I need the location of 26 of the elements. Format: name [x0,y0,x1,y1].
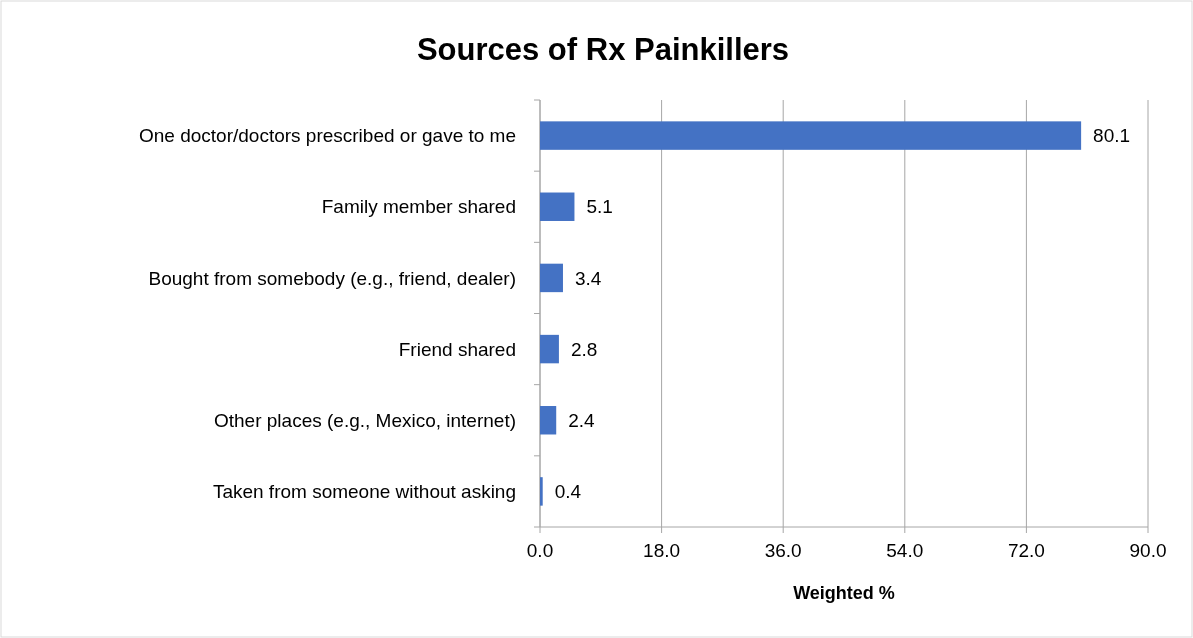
data-label: 80.1 [1093,125,1131,147]
bar [540,121,1082,150]
x-axis-title: Weighted % [793,583,895,603]
y-tick-label: One doctor/doctors prescribed or gave to me [138,125,516,147]
data-label: 3.4 [574,267,602,289]
bar [540,192,575,221]
data-label: 2.8 [570,338,598,360]
x-tick-label: 54.0 [886,540,924,561]
bar [540,334,559,364]
bar [540,263,563,293]
data-label: 0.4 [554,481,582,503]
x-tick-label: 36.0 [764,540,802,561]
bar [540,406,557,435]
y-tick-label: Taken from someone without asking [212,481,516,503]
data-label: 2.4 [568,409,596,431]
chart-title: Sources of Rx Painkillers [416,32,790,67]
y-tick-label: Bought from somebody (e.g., friend, dealer) [148,267,516,289]
y-tick-label: Family member shared [321,196,516,218]
x-tick-label: 72.0 [1007,540,1045,561]
y-tick-label: Friend shared [398,338,516,360]
bar [540,477,543,506]
x-tick-label: 18.0 [643,540,681,561]
y-tick-label: Other places (e.g., Mexico, internet) [213,409,516,431]
x-tick-label: 90.0 [1129,540,1167,561]
x-tick-label: 0.0 [526,540,554,561]
data-label: 5.1 [586,196,613,218]
